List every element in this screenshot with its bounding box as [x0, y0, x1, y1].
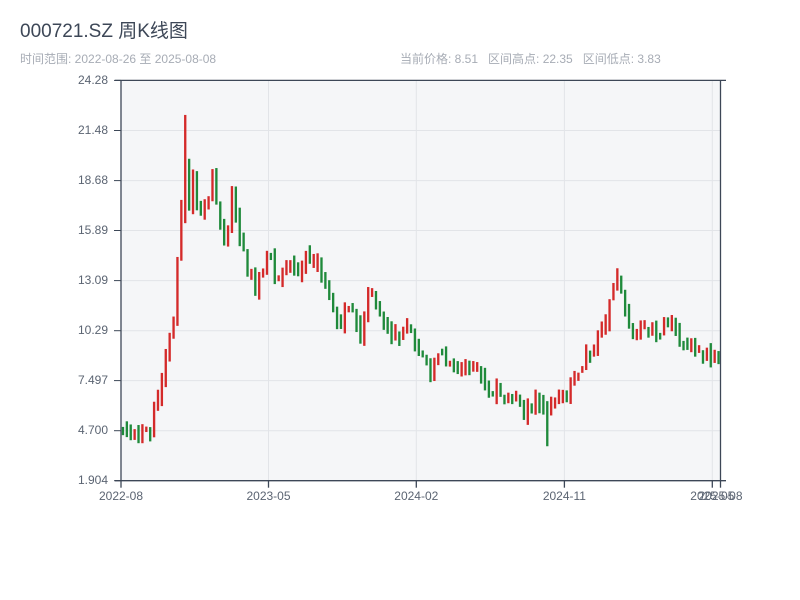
- svg-text:2024-11: 2024-11: [543, 489, 586, 503]
- svg-text:2022-08: 2022-08: [99, 489, 143, 503]
- svg-text:18.68: 18.68: [78, 173, 108, 187]
- svg-text:2023-05: 2023-05: [246, 489, 290, 503]
- svg-text:7.497: 7.497: [78, 373, 108, 387]
- svg-text:1.904: 1.904: [78, 473, 108, 487]
- svg-text:10.29: 10.29: [78, 323, 108, 337]
- svg-text:4.700: 4.700: [78, 423, 108, 437]
- svg-text:15.89: 15.89: [78, 223, 108, 237]
- svg-text:2024-02: 2024-02: [394, 489, 438, 503]
- svg-text:13.09: 13.09: [78, 273, 108, 287]
- svg-text:21.48: 21.48: [78, 123, 108, 137]
- svg-text:24.28: 24.28: [78, 73, 108, 87]
- svg-text:2025-08: 2025-08: [698, 489, 742, 503]
